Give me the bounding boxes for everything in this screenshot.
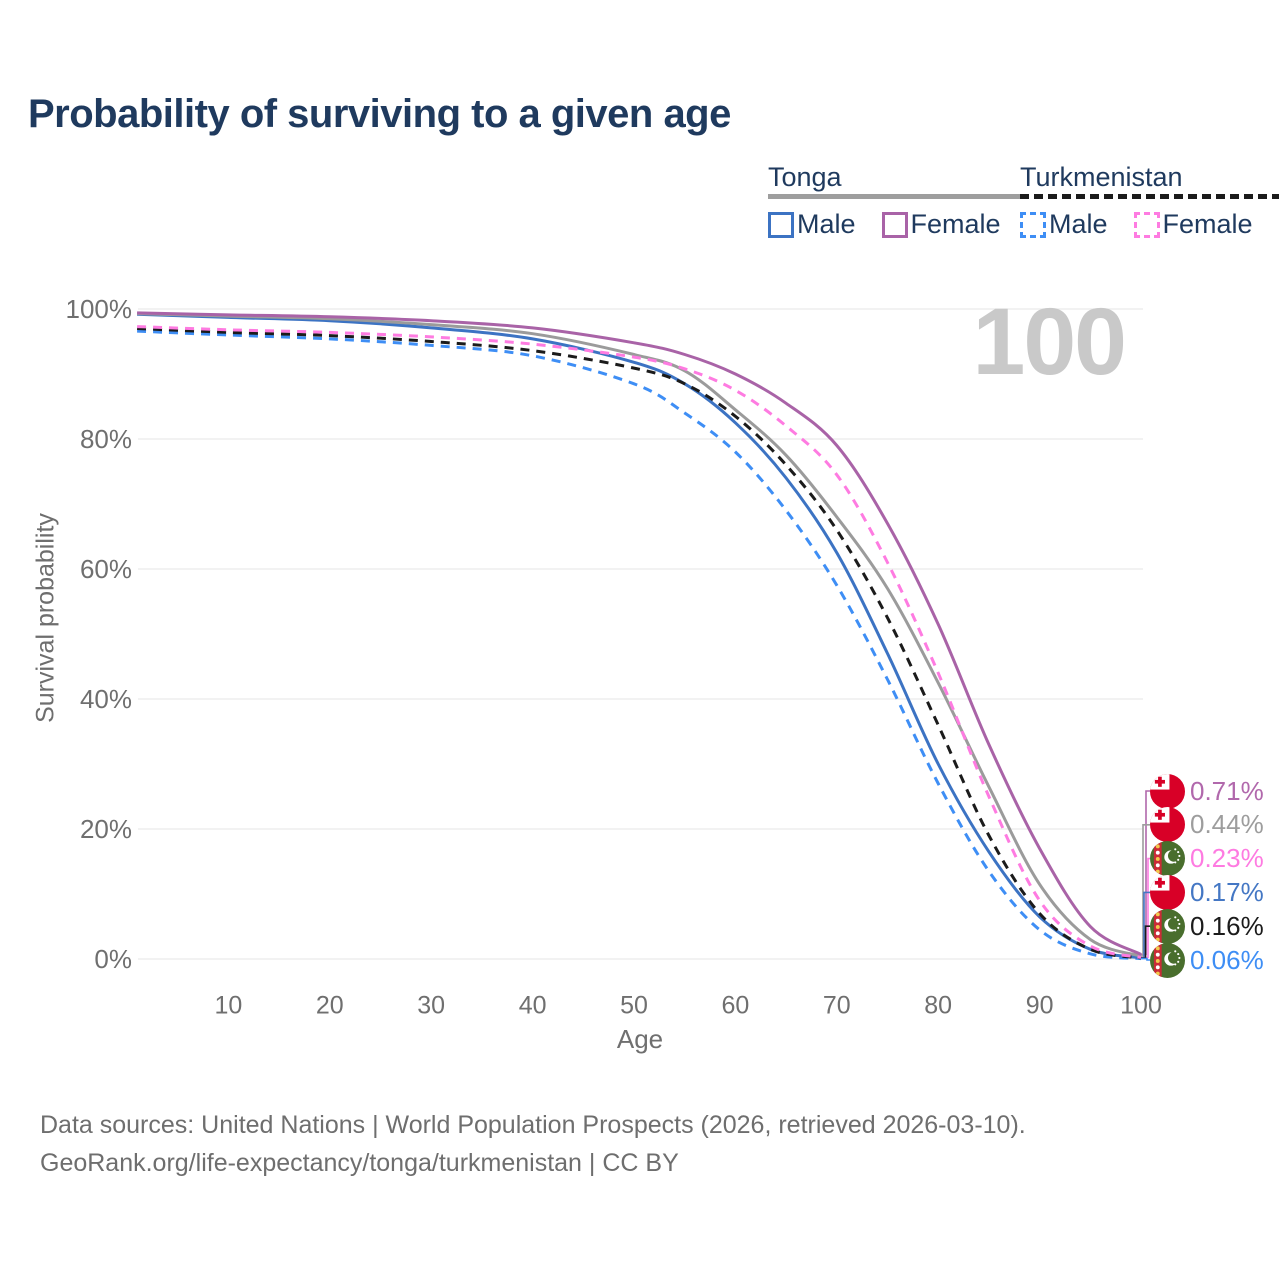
series-line-tonga-total[interactable] xyxy=(137,312,1142,958)
end-label-connector xyxy=(1141,824,1150,957)
tonga-line-style-sample xyxy=(768,194,1027,199)
end-label-tonga-total[interactable]: 0.44% xyxy=(1150,807,1264,843)
end-label-turkmenistan-male[interactable]: 0.06% xyxy=(1150,942,1264,978)
y-tick-label: 0% xyxy=(94,944,132,974)
series-line-tonga-female[interactable] xyxy=(137,311,1142,956)
legend-item-label: Male xyxy=(1049,209,1108,239)
end-label-tonga-female[interactable]: 0.71% xyxy=(1150,773,1264,809)
series-line-tonga-male[interactable] xyxy=(137,312,1142,960)
x-axis-title: Age xyxy=(617,1024,663,1054)
x-tick-label: 20 xyxy=(316,992,344,1020)
end-label-value: 0.16% xyxy=(1190,910,1264,941)
end-label-connector xyxy=(1141,957,1150,961)
x-tick-label: 60 xyxy=(721,992,749,1020)
x-tick-label: 90 xyxy=(1026,992,1054,1020)
end-label-value: 0.17% xyxy=(1190,876,1264,907)
legend-group-turkmenistan-label: Turkmenistan xyxy=(1020,162,1183,192)
page-title: Probability of surviving to a given age xyxy=(28,92,731,136)
x-tick-label: 50 xyxy=(620,992,648,1020)
legend-item-label: Female xyxy=(1162,209,1253,239)
y-tick-label: 100% xyxy=(66,294,133,324)
legend-item-turkmenistan-female[interactable]: Female xyxy=(1133,209,1253,240)
data-sources: Data sources: United Nations | World Pop… xyxy=(40,1106,1026,1182)
end-label-turkmenistan-female[interactable]: 0.23% xyxy=(1150,841,1264,877)
y-tick-label: 20% xyxy=(80,814,132,844)
x-tick-label: 10 xyxy=(214,992,242,1020)
turkmenistan-flag-icon xyxy=(1150,908,1185,944)
x-tick-label: 40 xyxy=(519,992,547,1020)
end-label-value: 0.06% xyxy=(1190,944,1264,975)
legend-item-tonga-female[interactable]: Female xyxy=(881,209,1001,240)
legend-group-tonga-label: Tonga xyxy=(768,162,842,192)
legend-item-tonga-male[interactable]: Male xyxy=(768,209,856,240)
series-line-turkmenistan-female[interactable] xyxy=(137,325,1142,959)
tonga-female-swatch-icon xyxy=(881,211,908,238)
end-label-tonga-male[interactable]: 0.17% xyxy=(1150,874,1264,910)
legend-group-turkmenistan: Turkmenistan Male Female xyxy=(1020,163,1279,240)
x-tick-label: 30 xyxy=(417,992,445,1020)
age-100-watermark: 100 xyxy=(972,289,1125,395)
tonga-flag-icon xyxy=(1150,773,1185,809)
tonga-flag-icon xyxy=(1150,874,1185,910)
legend-group-tonga: Tonga Male Female xyxy=(768,163,1027,240)
legend: Tonga Male Female Turkmenistan Male xyxy=(0,0,1280,250)
x-tick-label: 70 xyxy=(823,992,851,1020)
series-line-turkmenistan-total[interactable] xyxy=(137,327,1142,960)
end-label-value: 0.44% xyxy=(1190,809,1264,840)
legend-item-label: Female xyxy=(910,209,1001,239)
x-tick-label: 80 xyxy=(924,992,952,1020)
y-axis-title: Survival probability xyxy=(31,513,60,723)
y-tick-label: 40% xyxy=(80,684,132,714)
series-line-turkmenistan-male[interactable] xyxy=(137,329,1142,961)
tonga-flag-icon xyxy=(1150,807,1185,843)
end-label-value: 0.23% xyxy=(1190,843,1264,874)
legend-item-turkmenistan-male[interactable]: Male xyxy=(1020,209,1108,240)
x-tick-label: 100 xyxy=(1120,992,1162,1020)
y-tick-label: 60% xyxy=(80,554,132,584)
data-sources-line1: Data sources: United Nations | World Pop… xyxy=(40,1111,1026,1139)
end-label-value: 0.71% xyxy=(1190,775,1264,806)
turkmenistan-line-style-sample xyxy=(1020,194,1279,199)
y-tick-label: 80% xyxy=(80,424,132,454)
data-sources-line2: GeoRank.org/life-expectancy/tonga/turkme… xyxy=(40,1149,679,1177)
legend-item-label: Male xyxy=(797,209,856,239)
turkmenistan-flag-icon xyxy=(1150,841,1185,877)
tonga-male-swatch-icon xyxy=(768,211,794,238)
turkmenistan-male-swatch-icon xyxy=(1020,211,1046,238)
end-label-turkmenistan-total[interactable]: 0.16% xyxy=(1150,908,1264,944)
turkmenistan-flag-icon xyxy=(1150,942,1185,978)
turkmenistan-female-swatch-icon xyxy=(1133,211,1160,238)
